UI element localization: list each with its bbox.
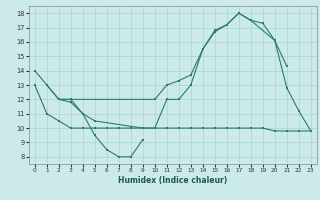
X-axis label: Humidex (Indice chaleur): Humidex (Indice chaleur)	[118, 176, 228, 185]
